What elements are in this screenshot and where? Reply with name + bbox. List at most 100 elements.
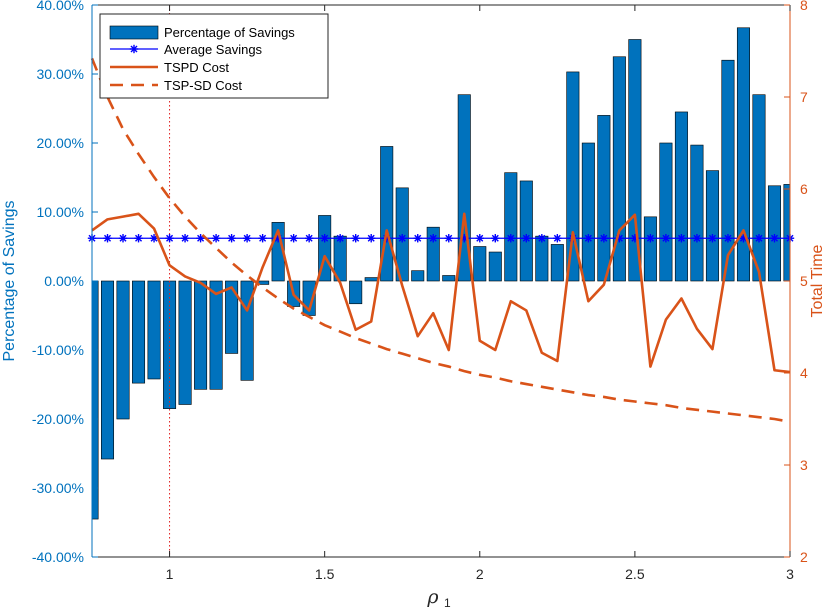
average-savings-marker [335,234,345,243]
bar [767,185,781,282]
average-savings-marker [584,234,593,243]
average-savings-marker [227,234,236,243]
marker-stroke [228,234,236,242]
bar-series [91,5,791,557]
marker-stroke [677,234,685,242]
y-left-tick-label: 10.00% [37,204,84,220]
average-savings-marker [351,234,360,243]
marker-stroke [181,234,189,242]
y-left-tick-label: -20.00% [32,411,84,427]
bar [147,280,161,380]
y-left-axis-label: Percentage of Savings [1,201,18,362]
marker-stroke [166,234,174,242]
marker-stroke [693,234,701,242]
bar [674,111,688,282]
legend-label: Average Savings [164,42,263,57]
average-savings-marker [599,234,609,243]
tspd-cost-line [91,212,791,374]
legend-label: TSPD Cost [164,60,229,75]
average-savings-marker [258,234,267,243]
bar [612,56,626,282]
average-savings-marker [491,234,500,243]
y-right-tick-label: 2 [800,549,808,565]
bar [535,235,549,282]
marker-stroke [103,234,112,242]
bar [783,184,791,282]
average-savings-marker [444,234,453,243]
average-savings-marker [242,234,252,243]
x-tick-label: 1.5 [315,566,335,582]
average-savings-marker [723,234,733,243]
bar [473,246,487,282]
average-savings-marker [522,234,531,243]
marker-stroke [522,234,530,242]
average-savings-marker [506,234,515,243]
marker-stroke [724,234,732,242]
x-tick-label: 2.5 [625,566,645,582]
average-savings-marker [367,234,376,243]
bar [225,280,239,354]
y-right-tick-label: 3 [800,457,808,473]
y-left-tick-label: 0.00% [44,273,84,289]
y-left-tick-label: 40.00% [37,0,84,13]
y-right-tick-label: 5 [800,273,808,289]
marker-stroke [398,234,406,242]
bar [643,216,657,282]
bar [752,94,766,282]
marker-stroke [708,234,716,242]
marker-stroke [367,234,375,242]
bar [597,115,611,282]
bar [442,275,456,282]
bar [209,280,223,390]
bar [566,71,580,282]
marker-stroke [538,234,546,242]
marker-stroke [352,234,360,242]
average-savings-marker [413,234,422,243]
marker-stroke [212,234,220,242]
marker-stroke [259,234,267,242]
average-savings-marker [475,234,484,243]
average-savings-marker [304,234,314,243]
average-savings-marker [754,234,764,243]
bar [628,39,642,282]
marker-stroke [491,234,499,242]
marker-stroke [755,234,763,242]
bar [581,142,595,282]
average-savings-marker [289,234,298,243]
marker-stroke [445,234,453,242]
y-right-axis-label: Total Time [809,244,826,317]
average-savings-marker [134,234,143,243]
marker-stroke [290,234,298,242]
average-savings-marker [118,234,128,243]
line-series [87,5,795,557]
bar [116,280,130,420]
bar [504,172,518,282]
average-savings-marker [103,234,112,243]
marker-stroke [476,234,484,242]
marker-stroke [770,234,779,242]
y-right-tick-label: 7 [800,89,808,105]
average-savings-marker [211,234,221,243]
marker-stroke [662,234,670,242]
bar [519,180,533,282]
average-savings-marker [398,234,407,243]
marker-stroke [135,234,143,242]
x-tick-label: 1 [166,566,174,582]
legend: Percentage of Savings Average Savings TSPD… [99,13,329,99]
marker-stroke [321,234,329,242]
legend-label: Percentage of Savings [164,25,295,40]
bar [178,280,192,405]
bar [721,59,735,282]
bar [91,280,99,520]
bar [690,144,704,282]
average-savings-marker [708,234,717,243]
bar [349,280,363,305]
bar [364,277,378,282]
y-right-tick-label: 4 [800,365,808,381]
bar [132,280,146,384]
marker-stroke [336,234,344,242]
bar [194,280,208,390]
y-left-tick-label: -30.00% [32,480,84,496]
